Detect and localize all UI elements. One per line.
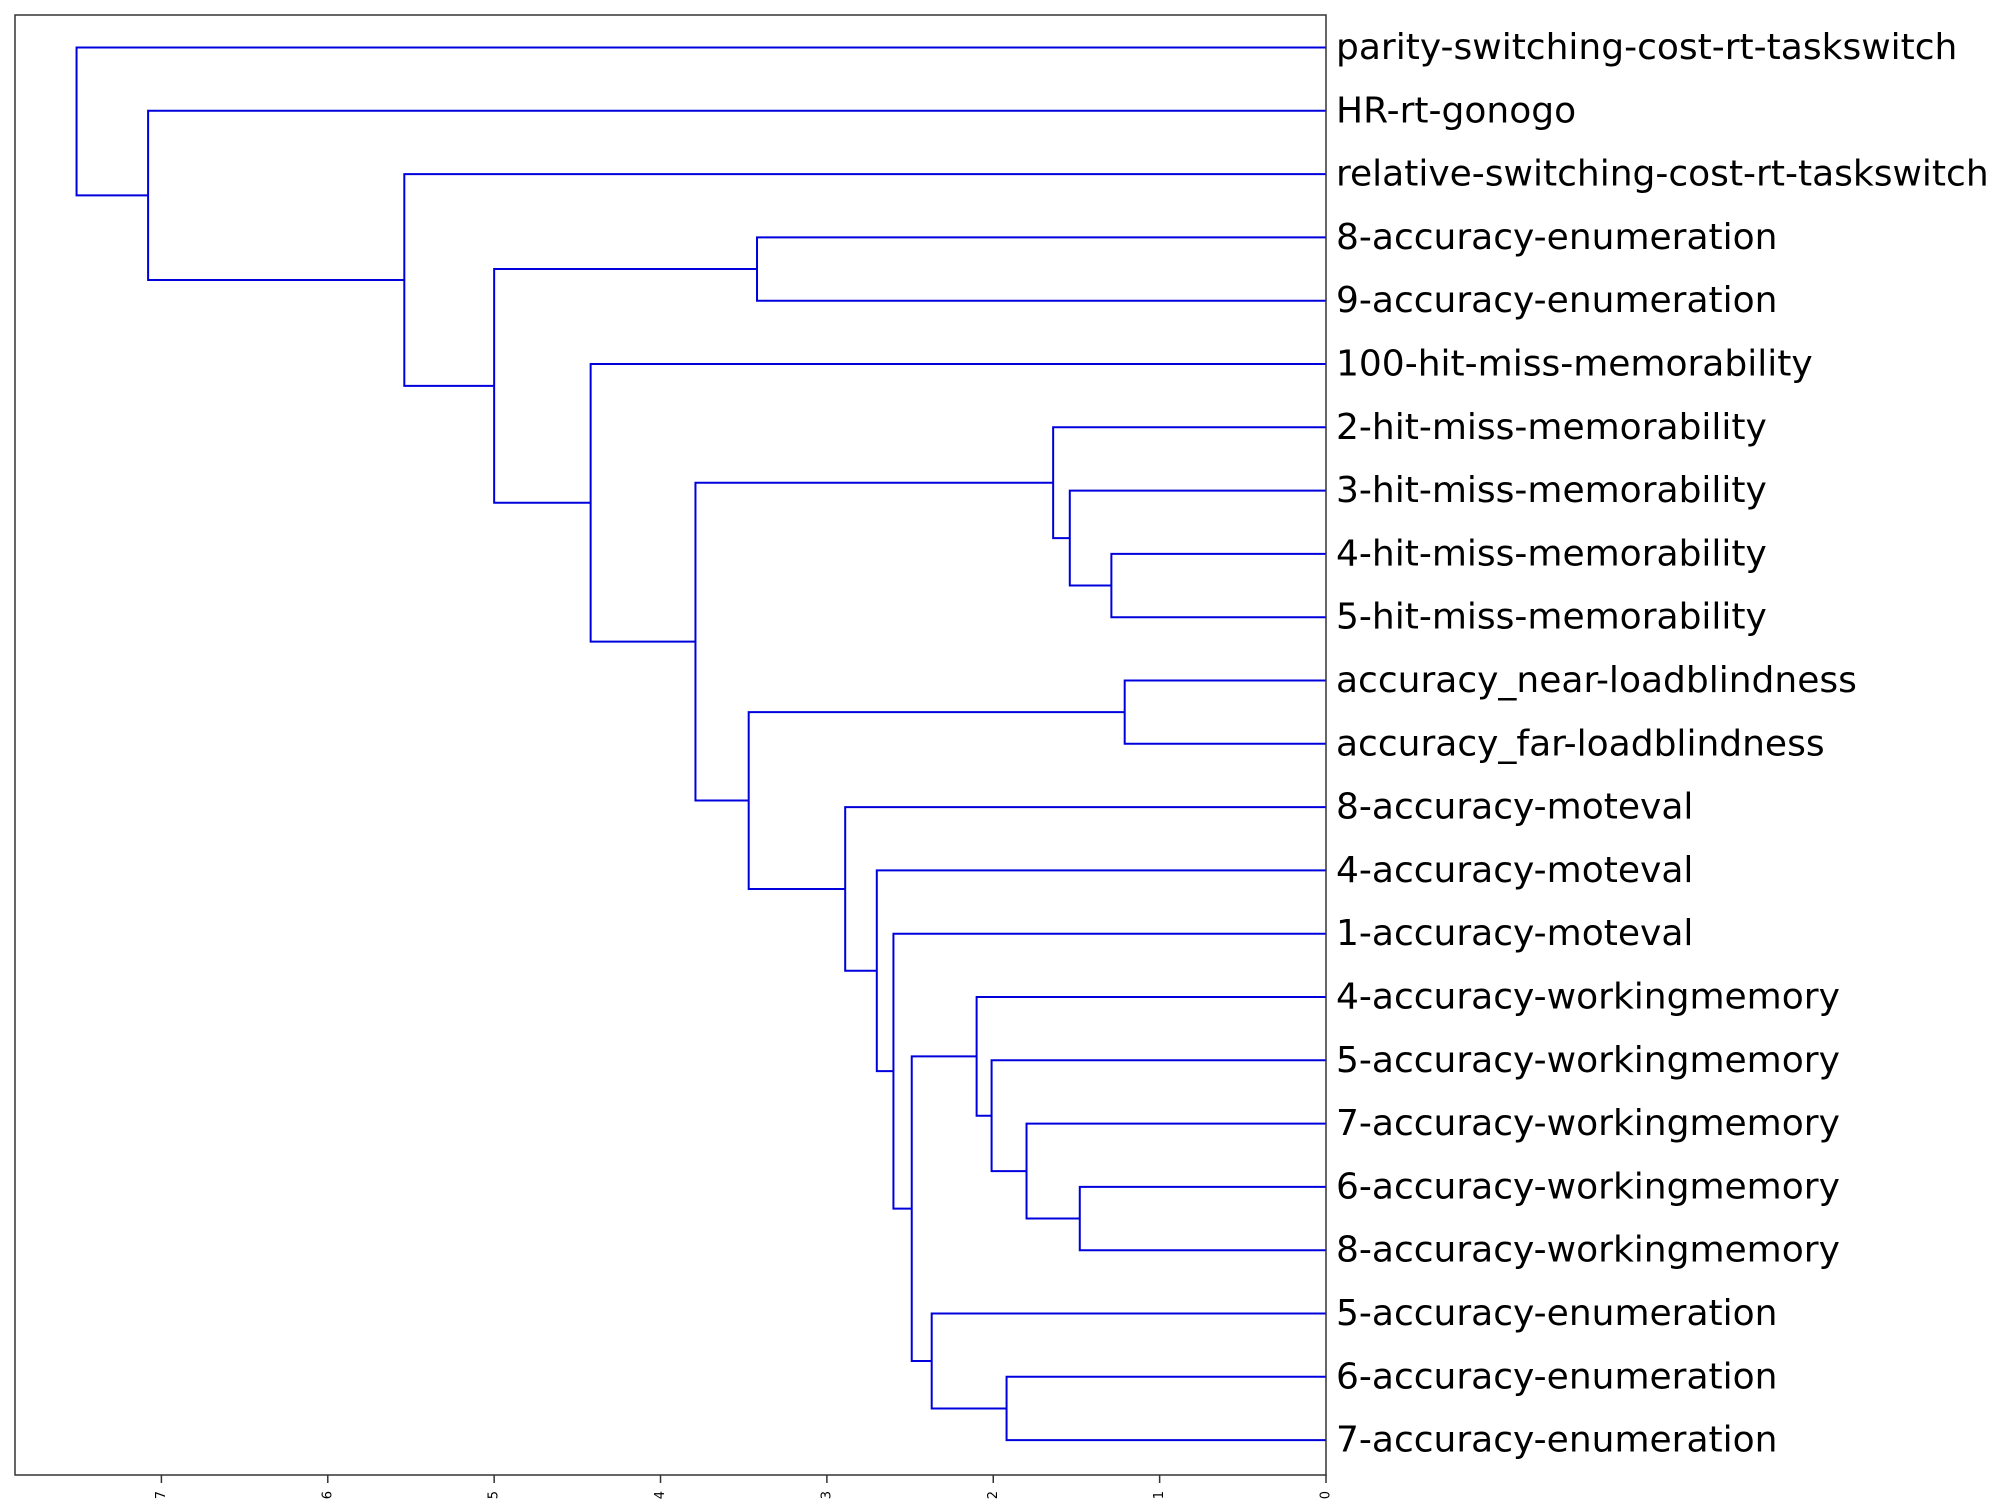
- dendrogram-link-m8: [990, 1059, 1326, 1173]
- dendrogram-link-m22: [75, 46, 1326, 197]
- leaf-label: 4-accuracy-moteval: [1336, 850, 1693, 891]
- dendrogram-link-m1: [1078, 1185, 1326, 1252]
- dendrogram-link-m19: [493, 268, 758, 504]
- x-tick-label: 5: [487, 1491, 502, 1499]
- dendrogram-link-m12: [892, 932, 1326, 1210]
- leaf-label: 5-accuracy-enumeration: [1336, 1293, 1778, 1334]
- leaf-label: 4-hit-miss-memorability: [1336, 533, 1767, 574]
- dendrogram-link-m18: [589, 363, 1326, 643]
- dendrogram-links: [75, 46, 1326, 1442]
- dendrogram-link-m5: [1052, 426, 1326, 540]
- dendrogram-link-m16: [747, 711, 1125, 890]
- dendrogram-link-m21: [147, 109, 1326, 282]
- leaf-label: HR-rt-gonogo: [1336, 90, 1576, 131]
- x-tick-label: 0: [1319, 1491, 1334, 1499]
- leaf-label: parity-switching-cost-rt-taskswitch: [1336, 27, 1957, 68]
- leaf-label: 2-hit-miss-memorability: [1336, 407, 1767, 448]
- leaf-label: 4-accuracy-workingmemory: [1336, 977, 1840, 1018]
- x-tick-label: 2: [986, 1491, 1001, 1499]
- plot-frame: [14, 14, 1327, 1476]
- leaf-label: 7-accuracy-workingmemory: [1336, 1103, 1840, 1144]
- dendrogram-link-m17: [694, 481, 1054, 802]
- x-axis-ticks: 7 6 5 4 3 2 1 0: [154, 1475, 1334, 1499]
- x-tick-label: 4: [653, 1491, 668, 1499]
- dendrogram-link-m2: [1123, 679, 1326, 745]
- dendrogram-link-m10: [930, 1312, 1326, 1410]
- leaf-label: 3-hit-miss-memorability: [1336, 470, 1767, 511]
- dendrogram-link-m13: [875, 869, 1326, 1073]
- dendrogram-link-m9: [975, 996, 1326, 1117]
- dendrogram-link-m20: [403, 173, 1326, 387]
- leaf-label: 6-accuracy-workingmemory: [1336, 1166, 1840, 1207]
- leaf-label: 6-accuracy-enumeration: [1336, 1356, 1778, 1397]
- leaf-label: accuracy_near-loadblindness: [1336, 660, 1857, 701]
- dendrogram-link-m7: [1005, 1375, 1326, 1442]
- leaf-label: 5-hit-miss-memorability: [1336, 597, 1767, 638]
- dendrogram-link-m6: [1025, 1122, 1326, 1220]
- leaf-label: accuracy_far-loadblindness: [1336, 723, 1825, 764]
- dendrogram-link-m11: [910, 1055, 977, 1362]
- leaf-label: 9-accuracy-enumeration: [1336, 280, 1778, 321]
- leaf-labels: parity-switching-cost-rt-taskswitch HR-rt…: [1336, 27, 1989, 1461]
- x-tick-label: 7: [154, 1491, 169, 1499]
- dendrogram-link-m15: [756, 236, 1326, 302]
- x-tick-label: 3: [819, 1491, 834, 1499]
- leaf-label: relative-switching-cost-rt-taskswitch: [1336, 154, 1989, 195]
- leaf-label: 8-accuracy-moteval: [1336, 787, 1693, 828]
- leaf-label: 7-accuracy-enumeration: [1336, 1420, 1778, 1461]
- leaf-label: 8-accuracy-enumeration: [1336, 217, 1778, 258]
- leaf-label: 1-accuracy-moteval: [1336, 913, 1693, 954]
- leaf-label: 5-accuracy-workingmemory: [1336, 1040, 1840, 1081]
- leaf-label: 100-hit-miss-memorability: [1336, 344, 1813, 385]
- x-tick-label: 6: [320, 1491, 335, 1499]
- dendrogram-link-m14: [844, 806, 1326, 972]
- dendrogram-link-m4: [1068, 489, 1326, 587]
- dendrogram-link-m3: [1110, 552, 1326, 619]
- x-tick-label: 1: [1152, 1491, 1167, 1499]
- leaf-label: 8-accuracy-workingmemory: [1336, 1230, 1840, 1271]
